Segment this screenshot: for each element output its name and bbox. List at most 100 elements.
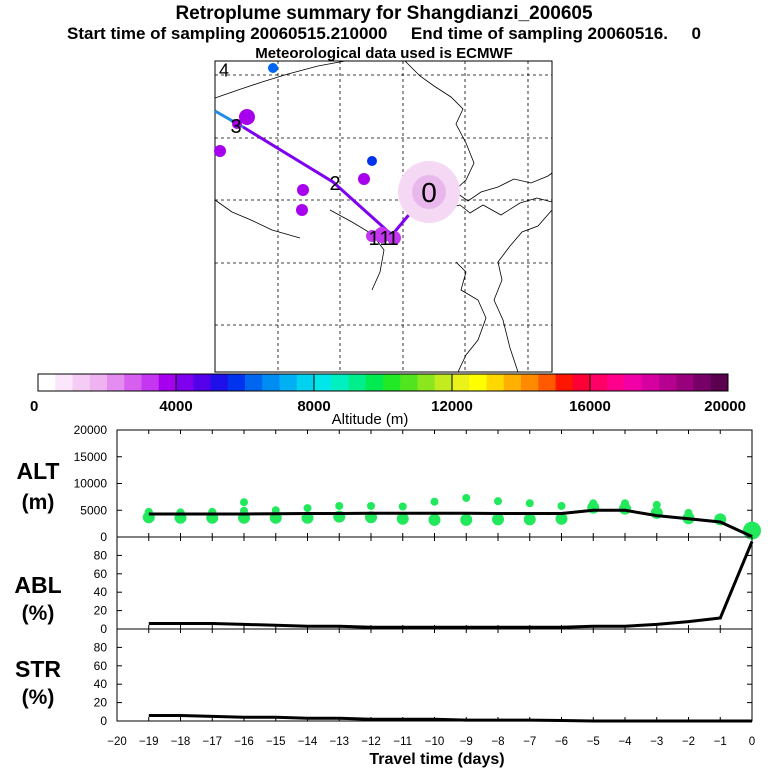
colorbar-swatch [624, 374, 643, 391]
colorbar-swatch [503, 374, 522, 391]
altitude-point [492, 513, 504, 526]
colorbar-swatch [365, 374, 384, 391]
x-tick-label: −16 [234, 736, 254, 748]
colorbar-frame [37, 373, 729, 392]
colorbar-swatch [383, 374, 401, 391]
colorbar-swatch [659, 374, 677, 391]
altitude-point [523, 513, 536, 526]
colorbar-swatch [555, 374, 574, 391]
series-line [148, 508, 753, 538]
map-frame [214, 60, 553, 373]
colorbar-swatch [607, 374, 625, 391]
x-tick-label: −6 [555, 736, 568, 748]
colorbar-swatch [89, 374, 108, 391]
series-line [148, 541, 754, 629]
panel-frame [116, 628, 753, 722]
map-coastline [404, 60, 475, 192]
x-tick-label: −5 [587, 736, 600, 748]
colorbar-swatch [227, 374, 246, 391]
altitude-point [367, 501, 375, 510]
x-tick-label: −11 [393, 736, 412, 748]
colorbar-swatch [590, 374, 608, 391]
map-day-label: 4 [219, 60, 229, 80]
colorbar-swatch [176, 374, 194, 391]
colorbar-swatch [538, 374, 556, 391]
colorbar-swatch [486, 374, 505, 391]
panel-frame [116, 536, 753, 630]
colorbar-swatch [710, 374, 729, 391]
y-tick-label: 80 [94, 640, 108, 654]
altitude-point [462, 493, 471, 502]
colorbar-swatch [417, 374, 436, 391]
map-coastline [214, 199, 301, 239]
x-tick-label: −14 [298, 736, 318, 748]
altitude-point [430, 497, 439, 506]
colorbar-swatch [141, 374, 160, 391]
y-tick-label: 20 [94, 696, 108, 710]
map-coastline [329, 209, 385, 291]
colorbar-swatch [262, 374, 280, 391]
map-day-label: 1 [387, 228, 398, 250]
altitude-point [494, 497, 502, 506]
map-day-label: 0 [421, 177, 437, 208]
altitude-point [398, 502, 407, 511]
cluster-marker [297, 184, 309, 196]
colorbar-tick-label: 20000 [704, 398, 746, 415]
x-tick-label: −17 [202, 736, 222, 748]
altitude-point [652, 500, 661, 509]
colorbar-swatch [193, 374, 211, 391]
y-tick-label: 15000 [74, 450, 108, 464]
panel-title: (%) [22, 686, 55, 709]
cluster-marker [239, 109, 255, 125]
colorbar-swatch [314, 374, 332, 391]
colorbar-swatch [400, 374, 418, 391]
x-tick-label: −3 [650, 736, 663, 748]
cluster-marker [296, 204, 308, 216]
cluster-marker [268, 63, 278, 73]
colorbar-swatch [331, 374, 349, 391]
altitude-point [589, 499, 598, 508]
altitude-point [621, 499, 629, 508]
y-tick-label: 40 [94, 585, 108, 599]
colorbar-tick-label: 16000 [569, 398, 611, 415]
colorbar-swatch [693, 374, 712, 391]
panel-title: STR [15, 656, 61, 682]
colorbar-swatch [210, 374, 229, 391]
colorbar-swatch [348, 374, 367, 391]
colorbar-swatch [38, 374, 56, 391]
x-tick-label: −19 [139, 736, 159, 748]
altitude-point [303, 504, 312, 513]
map-day-label: 3 [230, 116, 241, 138]
altitude-point [557, 501, 566, 510]
colorbar-swatch [521, 374, 539, 391]
chart-subtitle: Start time of sampling 20060515.210000 E… [66, 24, 701, 43]
y-tick-label: 0 [100, 714, 107, 728]
y-tick-label: 20 [94, 604, 108, 618]
x-tick-label: −12 [361, 736, 381, 748]
y-tick-label: 80 [94, 548, 108, 562]
map-day-label: 1 [368, 228, 379, 250]
colorbar-swatch [676, 374, 694, 391]
x-tick-label: −7 [523, 736, 536, 748]
colorbar-swatch [158, 374, 177, 391]
cluster-marker [366, 230, 378, 242]
y-tick-label: 60 [94, 567, 108, 581]
map-day-label: 1 [379, 228, 390, 250]
altitude-point [240, 498, 248, 507]
altitude-point [396, 512, 409, 525]
y-tick-label: 40 [94, 677, 108, 691]
colorbar-tick-label: 0 [30, 398, 38, 415]
colorbar-swatch [572, 374, 591, 391]
colorbar-tick-label: 4000 [159, 398, 192, 415]
panel-title: ALT [16, 458, 59, 484]
x-tick-label: −15 [266, 736, 286, 748]
series-line [148, 714, 752, 723]
map-coastline [214, 60, 346, 99]
cluster-marker [374, 227, 390, 243]
y-tick-label: 60 [94, 659, 108, 673]
altitude-point [335, 501, 344, 510]
colorbar-tick-label: 8000 [297, 398, 330, 415]
x-tick-label: −9 [460, 736, 473, 748]
panel-title: (m) [22, 491, 55, 514]
